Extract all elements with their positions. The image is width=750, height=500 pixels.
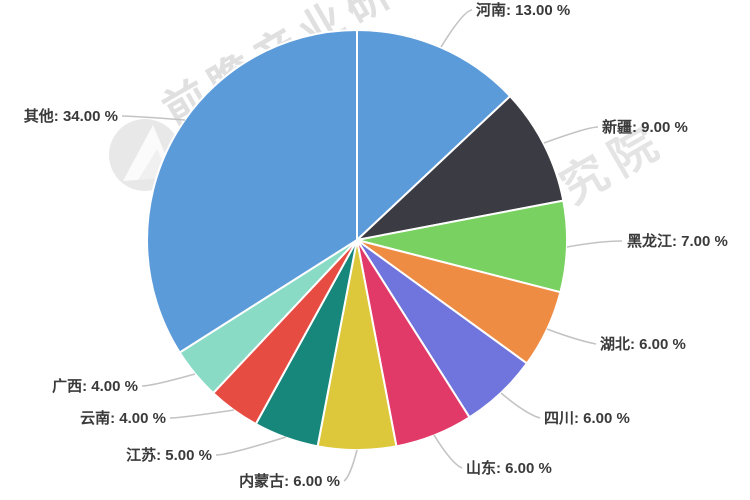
label-leader-5 [433,434,463,469]
slice-label-6: 内蒙古: 6.00 % [239,472,340,490]
pie-slices [146,29,568,451]
label-leader-6 [343,449,358,482]
slice-label-0: 河南: 13.00 % [476,1,570,19]
slice-label-8: 云南: 4.00 % [80,409,166,427]
slice-label-10: 其他: 34.00 % [24,107,118,125]
slice-label-7: 江苏: 5.00 % [126,446,212,464]
pie-slice-1[interactable] [356,95,565,241]
slice-label-2: 黑龙江: 7.00 % [627,232,728,250]
label-leader-7 [215,436,287,456]
pie-slice-10[interactable] [146,29,358,354]
label-leader-0 [440,9,473,48]
slice-label-3: 湖北: 6.00 % [600,336,686,353]
label-leader-8 [169,409,235,419]
label-leader-10 [121,115,186,121]
label-leader-lines [121,9,623,482]
label-leader-1 [543,126,599,144]
label-leader-3 [546,328,597,345]
slice-label-5: 山东: 6.00 % [466,459,552,477]
slice-label-4: 四川: 6.00 % [544,410,630,427]
label-leader-2 [566,240,623,248]
pie-slice-0[interactable] [356,29,512,241]
slice-labels: 河南: 13.00 % 新疆: 9.00 % 黑龙江: 7.00 % 湖北: 6.00… [24,1,728,490]
slice-label-9: 广西: 4.00 % [52,377,138,395]
label-leader-9 [141,373,196,387]
label-leader-4 [500,392,541,419]
slice-label-1: 新疆: 9.00 % [602,118,688,136]
